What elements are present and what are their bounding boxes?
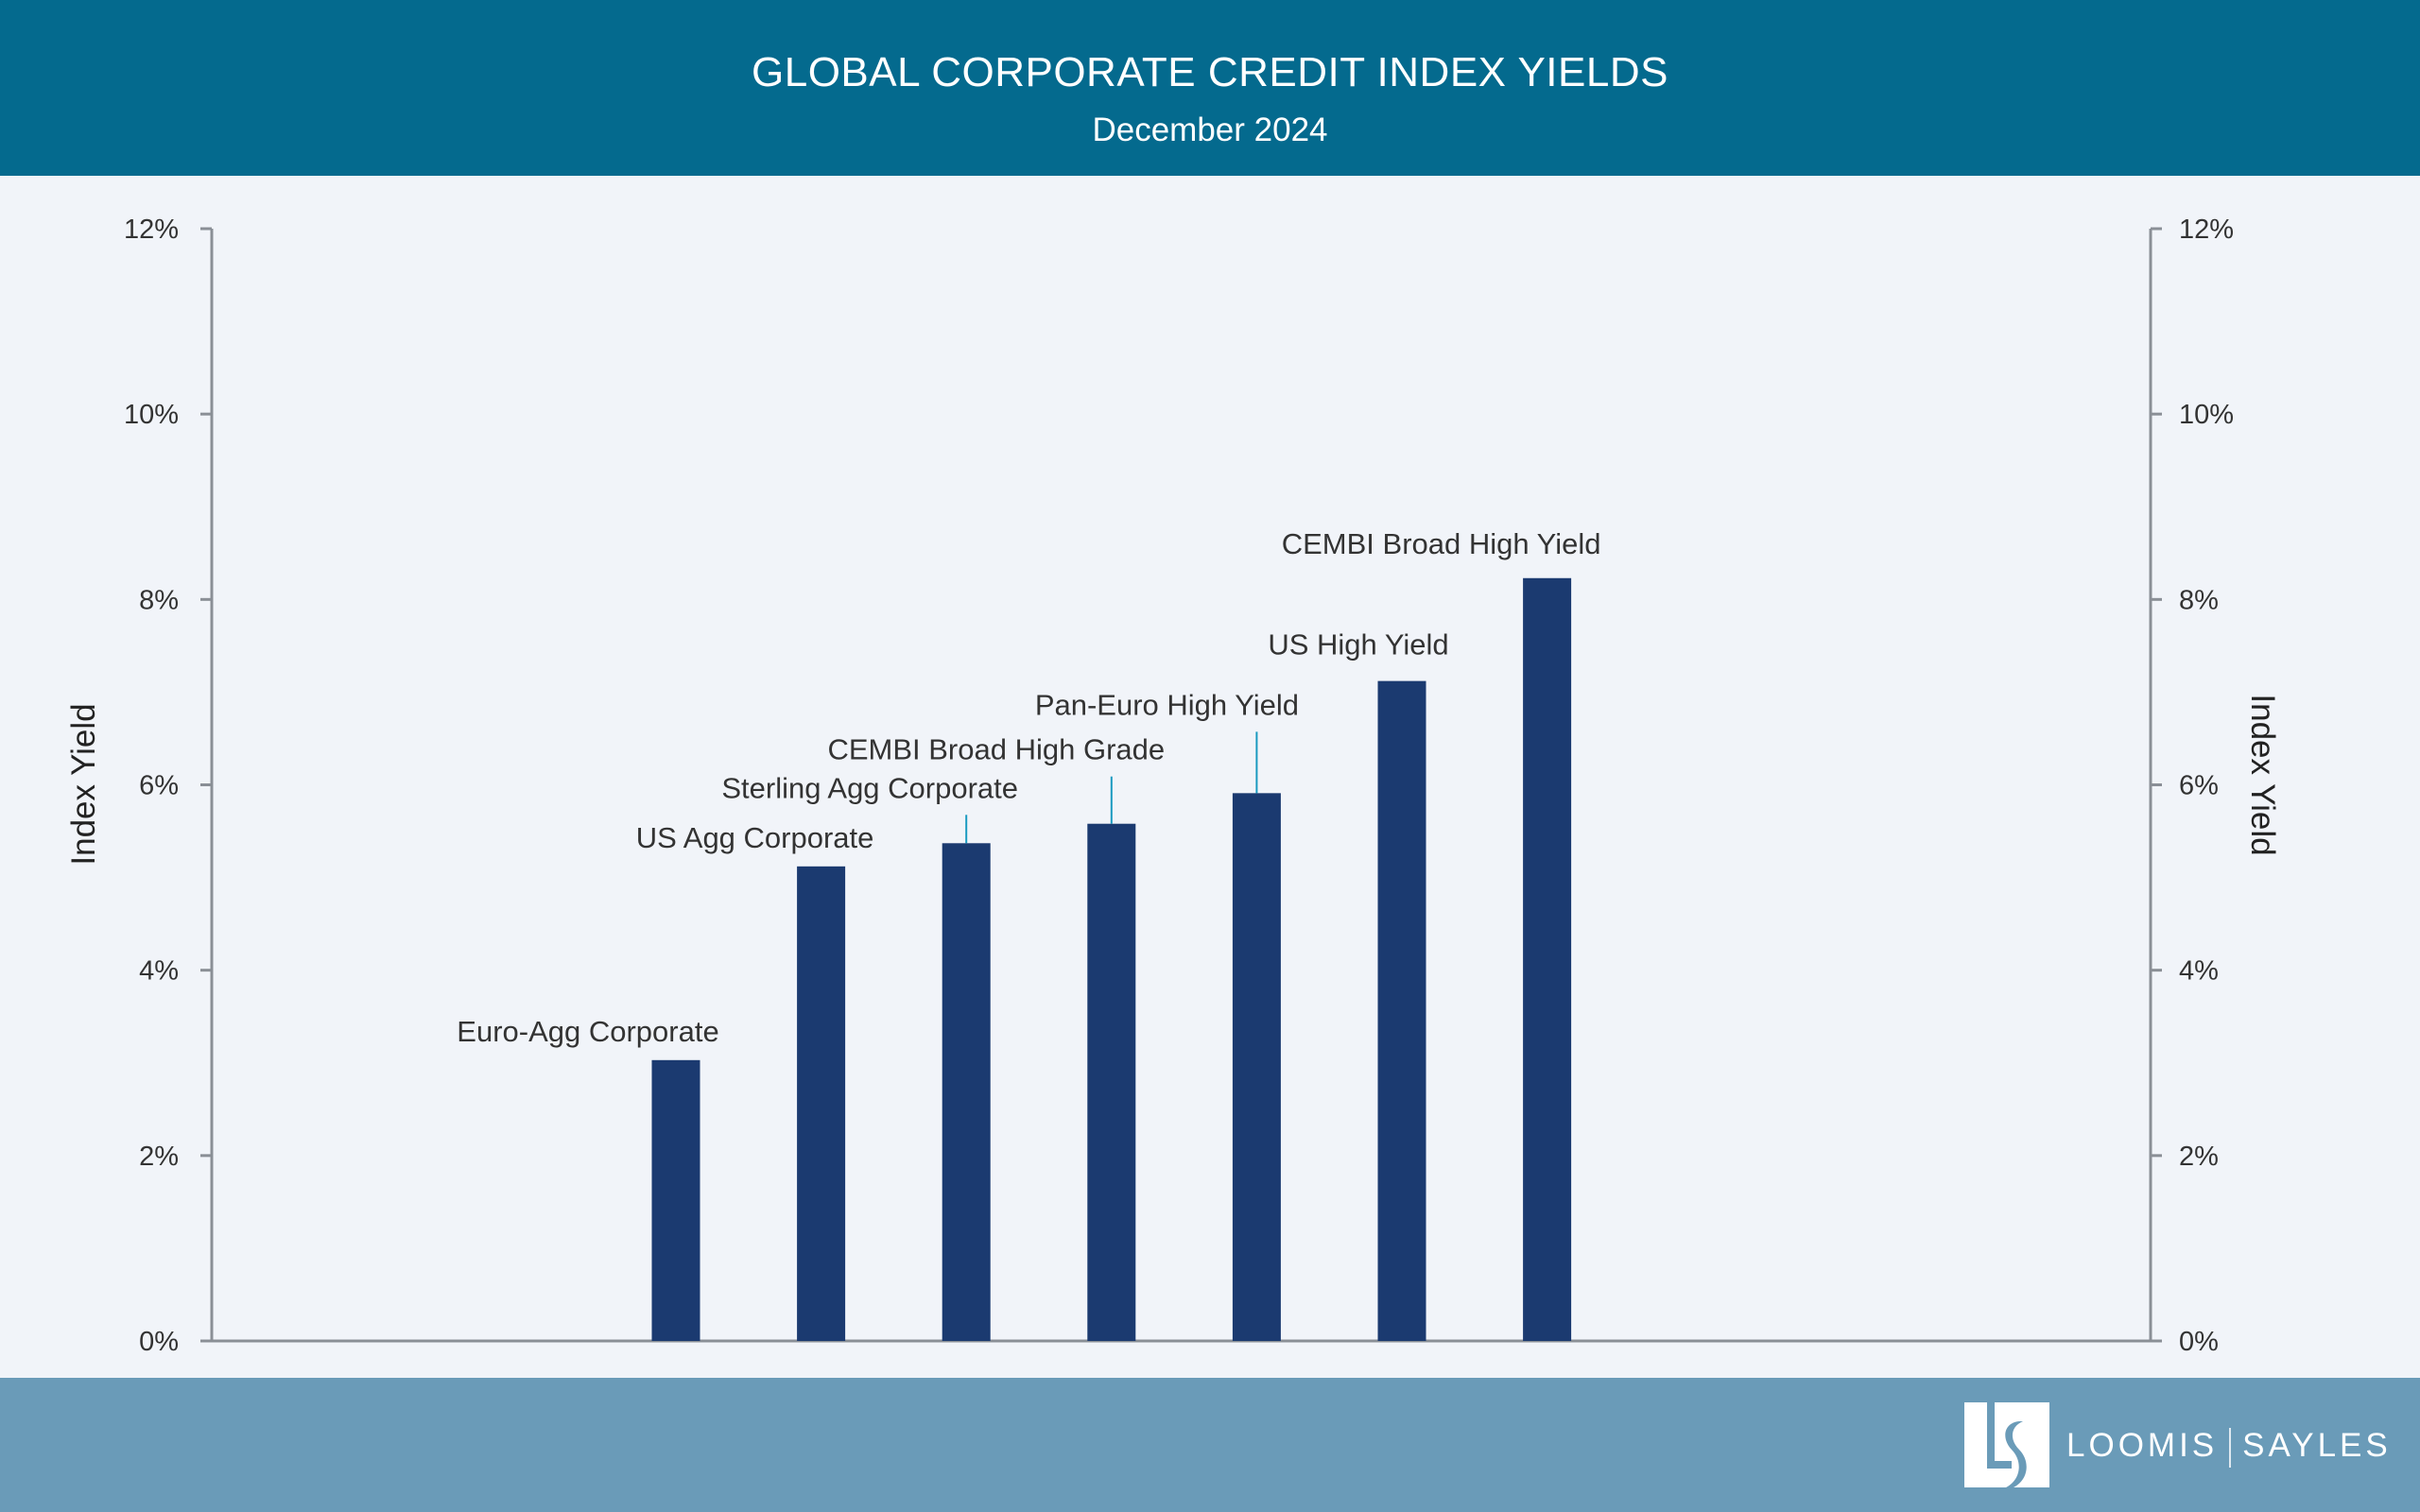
y-tick-label-right: 10% <box>2179 400 2234 430</box>
y-tick-label-left: 2% <box>139 1142 179 1172</box>
logo-word-loomis: LOOMIS <box>2066 1427 2219 1464</box>
y-tick-label-left: 12% <box>124 215 179 245</box>
bar <box>1523 577 1572 1341</box>
y-tick-label-right: 2% <box>2179 1142 2219 1172</box>
y-axis-title-left: Index Yield <box>65 703 102 865</box>
y-tick-label-left: 6% <box>139 771 179 801</box>
bar-category-label: Pan-Euro High Yield <box>1035 688 1299 721</box>
loomis-sayles-logo-text: LOOMIS SAYLES <box>2066 1427 2392 1468</box>
loomis-sayles-logo-mark <box>1964 1402 2049 1487</box>
y-tick-label-right: 6% <box>2179 771 2219 801</box>
bar-category-label: Euro-Agg Corporate <box>457 1015 718 1048</box>
ls-monogram-icon <box>1987 1402 2027 1487</box>
logo-word-sayles: SAYLES <box>2242 1427 2392 1464</box>
bar <box>1087 823 1136 1341</box>
bar-category-label: CEMBI Broad High Yield <box>1282 527 1601 560</box>
y-tick-label-left: 10% <box>124 400 179 430</box>
bar-category-label: CEMBI Broad High Grade <box>827 733 1165 766</box>
bar-category-label: US High Yield <box>1268 628 1448 662</box>
bar <box>797 866 846 1341</box>
chart-subtitle: December 2024 <box>1092 112 1328 148</box>
y-tick-label-right: 8% <box>2179 585 2219 615</box>
y-tick-label-right: 12% <box>2179 215 2234 245</box>
chart-header: GLOBAL CORPORATE CREDIT INDEX YIELDS Dec… <box>0 0 2420 176</box>
bar-category-label: Sterling Agg Corporate <box>721 771 1018 804</box>
bar <box>1232 793 1281 1341</box>
y-tick-label-left: 8% <box>139 585 179 615</box>
bar <box>651 1059 700 1341</box>
logo-divider <box>2229 1427 2232 1468</box>
y-tick-label-left: 0% <box>139 1327 179 1357</box>
bar <box>942 843 991 1341</box>
y-tick-label-right: 4% <box>2179 956 2219 987</box>
y-tick-label-left: 4% <box>139 956 179 987</box>
bar-category-label: US Agg Corporate <box>636 821 874 854</box>
y-tick-label-right: 0% <box>2179 1327 2219 1357</box>
footer-bar <box>0 1378 2420 1512</box>
bar <box>1377 680 1426 1341</box>
chart-title: GLOBAL CORPORATE CREDIT INDEX YIELDS <box>752 49 1668 95</box>
y-axis-title-right: Index Yield <box>2244 694 2281 855</box>
